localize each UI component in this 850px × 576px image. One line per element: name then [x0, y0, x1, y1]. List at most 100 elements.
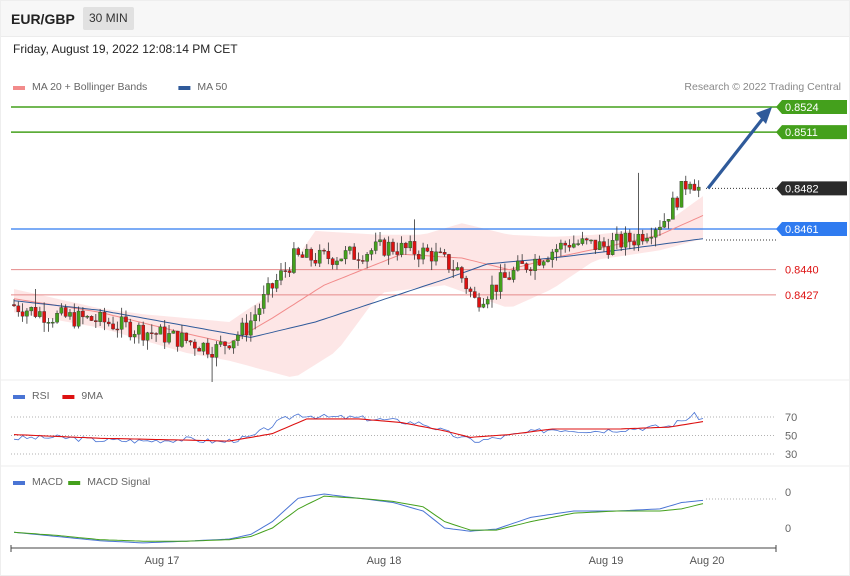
- macd-line: [13, 493, 704, 544]
- candle-bearish: [412, 241, 417, 255]
- symbol-title: EUR/GBP: [11, 11, 75, 27]
- candle-bullish: [266, 283, 270, 295]
- candle-bearish: [270, 283, 275, 289]
- candle-bearish: [111, 323, 115, 330]
- projection-arrow-head: [756, 107, 772, 124]
- candle-bearish: [72, 312, 77, 327]
- candle-bullish: [455, 267, 460, 271]
- main-legend-label: MA 20 + Bollinger Bands: [32, 81, 147, 93]
- candle-bullish: [343, 250, 348, 260]
- candle-bearish: [33, 307, 38, 317]
- candle-bullish: [688, 183, 692, 190]
- candle-bullish: [274, 280, 279, 289]
- candle-bullish: [38, 311, 42, 317]
- candle-bullish: [119, 316, 124, 330]
- candle-bearish: [300, 254, 305, 258]
- candle-bearish: [244, 322, 249, 336]
- bollinger-band-area: [14, 196, 703, 377]
- timeframe-badge[interactable]: 30 MIN: [83, 7, 134, 30]
- candle-bullish: [167, 333, 171, 343]
- pivot-price-tag: [776, 222, 847, 236]
- candle-bearish: [42, 311, 46, 323]
- candle-bearish: [537, 258, 542, 266]
- candle-bearish: [175, 330, 180, 347]
- last-price-tag: [776, 181, 847, 196]
- rsi-level-label: 70: [785, 412, 797, 424]
- candle-bullish: [373, 241, 378, 251]
- candles-group: [12, 172, 701, 382]
- candle-bullish: [55, 313, 59, 323]
- macd-level-label: 0: [785, 487, 791, 499]
- candle-bullish: [671, 197, 675, 220]
- candle-bullish: [490, 284, 494, 300]
- candle-bullish: [76, 310, 81, 327]
- candle-bullish: [378, 239, 382, 243]
- candle-bullish: [666, 219, 671, 222]
- candle-bearish: [416, 254, 421, 260]
- candle-bearish: [162, 326, 167, 343]
- candle-bearish: [451, 269, 456, 271]
- candle-bearish: [627, 232, 632, 242]
- candle-bearish: [309, 248, 313, 261]
- candle-bearish: [141, 324, 145, 341]
- candle-bearish: [356, 259, 361, 261]
- candle-bullish: [171, 330, 176, 334]
- candle-bullish: [653, 229, 658, 238]
- candle-bullish: [50, 321, 55, 324]
- candle-bearish: [524, 263, 529, 270]
- candle-bearish: [205, 342, 210, 355]
- candle-bearish: [197, 348, 201, 352]
- candle-bullish: [231, 340, 236, 349]
- candle-bearish: [460, 267, 464, 279]
- candle-bullish: [516, 260, 520, 271]
- x-axis-label: Aug 19: [589, 555, 624, 567]
- candle-bullish: [511, 270, 516, 280]
- candle-bearish: [352, 246, 356, 260]
- candle-bullish: [59, 307, 64, 314]
- chart-datetime: Friday, August 19, 2022 12:08:14 PM CET: [13, 42, 238, 56]
- candle-bullish: [589, 239, 593, 242]
- candle-bullish: [485, 299, 490, 305]
- candle-bearish: [675, 197, 679, 208]
- resistance-price-tag: [776, 125, 847, 140]
- candle-bearish: [210, 354, 214, 358]
- candle-bullish: [236, 334, 240, 341]
- candle-bullish: [498, 272, 503, 292]
- candle-bearish: [115, 328, 120, 331]
- candle-bullish: [137, 324, 141, 335]
- candle-bearish: [124, 316, 128, 323]
- candle-bullish: [572, 243, 576, 248]
- candle-bearish: [507, 277, 512, 280]
- candle-bearish: [106, 321, 111, 325]
- candle-bearish: [89, 316, 94, 321]
- candle-bearish: [287, 270, 292, 273]
- support-price-label: 0.8427: [785, 290, 819, 302]
- candle-bearish: [606, 246, 611, 255]
- candle-bearish: [619, 233, 623, 248]
- candle-bearish: [477, 297, 481, 308]
- candle-bullish: [249, 320, 253, 336]
- candle-bullish: [46, 322, 51, 324]
- candle-bearish: [468, 288, 473, 292]
- candle-bearish: [442, 252, 447, 255]
- macd-legend-label: MACD Signal: [87, 476, 150, 488]
- candle-bearish: [640, 233, 645, 242]
- candle-bearish: [563, 242, 567, 246]
- candle-bearish: [528, 269, 533, 271]
- copyright: Research © 2022 Trading Central: [684, 81, 841, 93]
- candle-bullish: [85, 316, 90, 318]
- candle-bullish: [158, 326, 163, 335]
- candle-bearish: [382, 239, 387, 256]
- candle-bullish: [679, 181, 684, 208]
- rsi-legend-swatch: [62, 395, 75, 399]
- candle-bullish: [546, 259, 550, 262]
- rsi-legend-label: RSI: [32, 390, 50, 402]
- candle-bearish: [227, 345, 232, 349]
- resistance-price-label: 0.8511: [785, 127, 818, 139]
- candle-bullish: [240, 322, 245, 336]
- candle-bearish: [184, 332, 189, 341]
- candle-bullish: [98, 311, 102, 322]
- candle-bullish: [145, 332, 150, 341]
- candle-bearish: [322, 249, 326, 252]
